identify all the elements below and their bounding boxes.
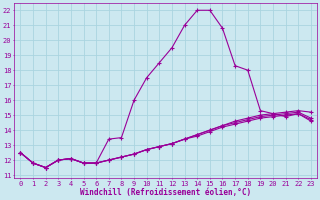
X-axis label: Windchill (Refroidissement éolien,°C): Windchill (Refroidissement éolien,°C) — [80, 188, 251, 197]
